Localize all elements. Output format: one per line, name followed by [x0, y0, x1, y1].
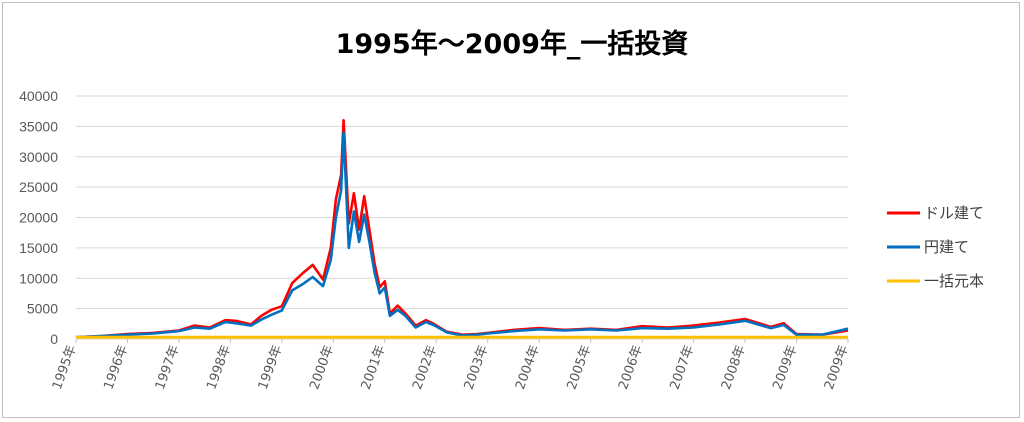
x-tick-label: 1999年: [256, 343, 286, 391]
x-tick-label: 1998年: [204, 343, 234, 391]
y-tick-label: 40000: [19, 88, 58, 104]
x-tick-label: 2005年: [565, 343, 595, 391]
y-tick-label: 10000: [19, 270, 58, 286]
legend-label: ドル建て: [924, 204, 984, 222]
x-tick-label: 1997年: [153, 343, 183, 391]
x-tick-label: 2000年: [307, 343, 337, 391]
x-axis-ticks: 1995年 1996年 1997年 1998年 1999年 2000年 2001年 2002年…: [50, 339, 852, 392]
x-tick-label: 2008年: [719, 343, 749, 391]
x-tick-label: 2007年: [667, 343, 697, 391]
y-axis-ticks: 0 5000 10000 15000 20000 25000 30000 35000 40000: [19, 88, 58, 347]
x-tick-label: 2002年: [410, 343, 440, 391]
y-tick-label: 5000: [27, 301, 58, 317]
chart-title: 1995年～2009年_一括投資: [335, 29, 689, 60]
series-line-1: [75, 119, 849, 339]
x-tick-label: 2006年: [616, 343, 646, 391]
x-tick-label: 1995年: [50, 343, 80, 391]
x-tick-label: 2009年: [770, 343, 800, 391]
series-lines: [75, 119, 849, 339]
x-tick-label: 2009年: [822, 343, 852, 391]
y-tick-label: 35000: [19, 118, 58, 134]
series-line-2: [75, 131, 849, 339]
y-tick-label: 20000: [19, 210, 58, 226]
gridlines: [76, 95, 848, 340]
x-tick-label: 2001年: [359, 343, 389, 391]
legend-label: 一括元本: [924, 272, 984, 290]
x-tick-label: 2003年: [462, 343, 492, 391]
y-tick-label: 30000: [19, 149, 58, 165]
legend-label: 円建て: [924, 238, 969, 256]
x-tick-label: 2004年: [513, 343, 543, 391]
y-tick-label: 25000: [19, 179, 58, 195]
x-tick-label: 1996年: [101, 343, 131, 391]
y-tick-label: 0: [50, 331, 58, 347]
y-tick-label: 15000: [19, 240, 58, 256]
